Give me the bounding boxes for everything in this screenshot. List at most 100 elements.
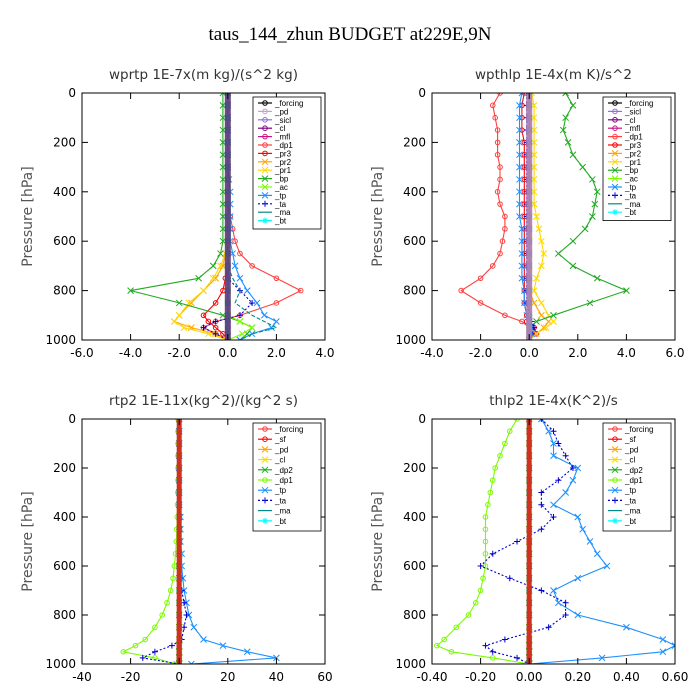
legend-marker xyxy=(262,133,268,140)
data-point xyxy=(574,513,582,521)
legend-marker xyxy=(261,466,269,474)
data-point xyxy=(209,262,217,270)
panel-1: wprtp 1E-7x(m kg)/(s^2 kg) Pressure [hPa]… xyxy=(20,67,335,360)
legend-label: _ta xyxy=(274,200,287,209)
data-point xyxy=(180,324,188,332)
y-tick-label: 200 xyxy=(53,135,76,149)
legend-marker xyxy=(262,142,268,148)
legend-label: _forcing xyxy=(624,425,653,434)
data-point xyxy=(586,538,594,545)
legend-marker xyxy=(262,150,268,157)
data-point xyxy=(550,501,557,509)
x-tick-label: -20 xyxy=(121,670,141,684)
legend-marker xyxy=(262,497,268,504)
data-point xyxy=(489,655,496,661)
data-point xyxy=(550,440,557,447)
data-point xyxy=(516,101,523,109)
zero-series-stack xyxy=(526,93,533,340)
data-point xyxy=(550,514,557,520)
legend-label: _ta xyxy=(274,496,287,505)
data-point xyxy=(273,318,280,325)
legend-marker xyxy=(612,100,618,106)
panel-title: wpthlp 1E-4x(m K)/s^2 xyxy=(475,67,632,83)
data-point xyxy=(205,318,212,325)
legend-label: _dp1 xyxy=(624,476,643,485)
y-tick-label: 800 xyxy=(53,284,76,298)
legend-marker xyxy=(612,426,618,432)
data-point xyxy=(569,237,577,245)
data-point xyxy=(268,324,275,332)
y-tick-label: 400 xyxy=(53,185,76,199)
data-point xyxy=(537,262,545,270)
y-tick-label: 0 xyxy=(68,412,76,426)
data-point xyxy=(236,336,244,340)
y-tick-label: 800 xyxy=(53,608,76,622)
data-point xyxy=(518,225,526,233)
data-point xyxy=(248,324,256,332)
data-point xyxy=(518,93,526,97)
x-tick-label: -6.0 xyxy=(70,346,93,360)
data-point xyxy=(200,312,207,319)
legend-marker xyxy=(611,466,619,474)
data-point xyxy=(574,611,582,619)
data-point xyxy=(232,238,238,244)
data-point xyxy=(569,151,577,159)
data-point xyxy=(132,642,139,649)
legend-label: _pd xyxy=(274,445,288,454)
data-point xyxy=(253,299,261,307)
plot-frame xyxy=(431,92,676,341)
legend-marker xyxy=(262,517,268,524)
x-tick-label: 40 xyxy=(269,670,284,684)
data-point xyxy=(200,636,207,643)
legend-label: _forcing xyxy=(624,99,653,108)
legend-marker xyxy=(612,497,618,504)
data-point xyxy=(538,501,545,508)
y-tick-label: 400 xyxy=(403,510,426,524)
legend-label: _sicl xyxy=(624,107,641,116)
y-tick-label: 0 xyxy=(418,86,426,100)
legend-marker xyxy=(261,183,269,191)
data-point xyxy=(477,563,484,569)
legend-label: _pr1 xyxy=(274,166,292,175)
data-point xyxy=(623,623,630,631)
legend-label: _forcing xyxy=(274,99,303,108)
data-point xyxy=(623,287,630,294)
y-tick-label: 600 xyxy=(53,234,76,248)
y-tick-label: 200 xyxy=(403,461,426,475)
data-point xyxy=(139,654,146,661)
data-point xyxy=(518,237,526,245)
data-point xyxy=(480,575,486,582)
legend-marker xyxy=(611,175,619,182)
data-point xyxy=(497,93,503,96)
legend-marker xyxy=(612,133,618,140)
x-tick-label: 2.0 xyxy=(568,346,587,360)
data-point xyxy=(489,102,496,109)
x-tick-label: 20 xyxy=(220,670,235,684)
legend-label: _sicl xyxy=(274,116,291,125)
data-point xyxy=(579,163,587,171)
legend-label: _ac xyxy=(274,183,288,192)
data-point xyxy=(170,575,176,582)
series-line-ac xyxy=(227,93,254,340)
data-point xyxy=(175,311,183,319)
data-point xyxy=(537,299,545,307)
legend-label: _ta xyxy=(624,496,637,505)
legend-label: _dp1 xyxy=(624,133,643,142)
data-point xyxy=(249,299,256,306)
x-tick-label: -0.40 xyxy=(416,670,447,684)
x-tick-label: -2.0 xyxy=(469,346,492,360)
x-tick-label: 4.0 xyxy=(315,346,334,360)
x-tick-label: 0 xyxy=(175,670,183,684)
data-point xyxy=(236,274,244,282)
data-point xyxy=(248,330,256,338)
data-point xyxy=(562,114,570,122)
legend-marker xyxy=(611,166,619,174)
data-point xyxy=(494,151,501,158)
data-point xyxy=(489,263,496,269)
legend-label: _pd xyxy=(274,107,288,116)
panel-title: thlp2 1E-4x(K^2)/s xyxy=(489,393,618,409)
data-point xyxy=(482,538,489,545)
y-tick-label: 400 xyxy=(403,185,426,199)
legend-label: _pr1 xyxy=(624,158,642,167)
data-point xyxy=(518,262,526,270)
